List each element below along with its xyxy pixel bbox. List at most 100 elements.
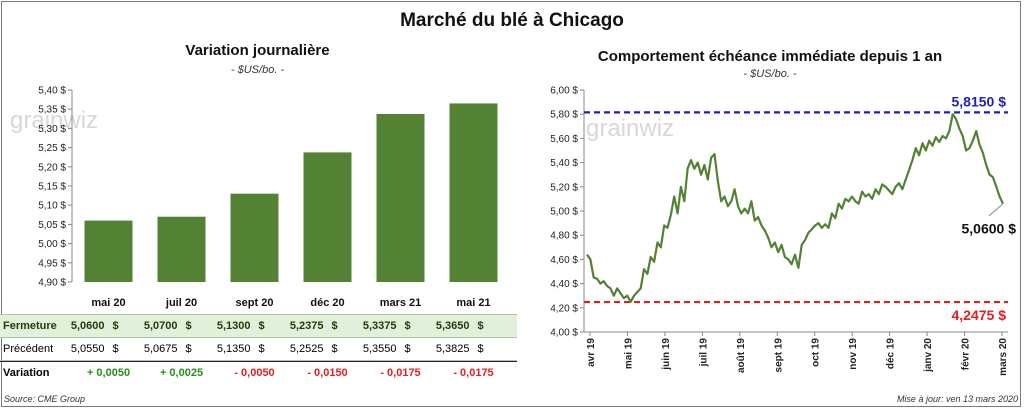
y-tick-label: 4,40 $ [550, 279, 578, 290]
min-label: 4,2475 $ [952, 307, 1007, 323]
left-chart-subtitle: - $US/bo. - [230, 64, 285, 76]
y-tick-label: 6,00 $ [550, 86, 578, 97]
watermark-text: grainwiz [10, 107, 98, 134]
bar [84, 220, 133, 282]
table-currency: $ [404, 320, 411, 332]
table-cell-close: 5,3650 [435, 320, 470, 332]
x-category-label: déc 20 [310, 297, 344, 309]
table-cell-close: 5,0700 [143, 320, 178, 332]
table-row-variation: Variation + 0,0050 + 0,0025 - 0,0050 - 0,01… [0, 361, 517, 384]
x-tick-label: juil 19 [698, 338, 709, 368]
table-row-previous: Précédent $5,0550 $5,0675 $5,1350 $5,2525 $5… [0, 338, 517, 361]
y-tick-label: 5,30 $ [38, 124, 66, 135]
table-cell-prev: 5,1350 [216, 343, 251, 355]
x-category-label: mai 21 [456, 297, 490, 309]
left-chart-title: Variation journalière [185, 42, 330, 59]
table-currency: $ [331, 343, 338, 355]
table-currency: $ [331, 320, 338, 332]
price-series-line [586, 113, 1004, 303]
row-label-previous: Précédent [3, 343, 54, 355]
x-category-label: juil 20 [165, 297, 197, 309]
y-tick-label: 5,20 $ [550, 182, 578, 193]
y-tick-label: 4,60 $ [550, 255, 578, 266]
y-tick-label: 5,20 $ [38, 162, 66, 173]
x-tick-label: déc 19 [886, 338, 897, 370]
x-tick-label: févr 20 [961, 338, 972, 371]
table-currency: $ [404, 343, 411, 355]
table-currency: $ [258, 320, 265, 332]
bar [157, 216, 206, 282]
x-tick-label: janv 20 [923, 338, 934, 373]
table-cell-var: + 0,0025 [159, 367, 204, 379]
y-tick-label: 5,00 $ [550, 207, 578, 218]
x-category-label: mars 21 [380, 297, 422, 309]
y-tick-label: 4,80 $ [550, 231, 578, 242]
table-cell-var: - 0,0050 [234, 367, 275, 379]
x-tick-label: oct 19 [811, 338, 822, 367]
x-tick-label: nov 19 [848, 338, 859, 370]
last-value-leader [988, 203, 1004, 217]
table-currency: $ [112, 320, 119, 332]
table-currency: $ [185, 320, 192, 332]
y-tick-label: 5,60 $ [550, 134, 578, 145]
y-tick-label: 5,40 $ [38, 86, 66, 97]
table-cell-prev: 5,3550 [362, 343, 397, 355]
x-tick-label: sept 19 [773, 338, 784, 373]
y-tick-label: 4,20 $ [550, 303, 578, 314]
x-tick-label: août 19 [736, 338, 747, 373]
bar [449, 103, 498, 282]
table-cell-close: 5,3375 [362, 320, 397, 332]
y-tick-label: 4,90 $ [38, 278, 66, 289]
y-tick-label: 5,35 $ [38, 105, 66, 116]
table-cell-close: 5,0600 [70, 320, 105, 332]
table-cell-var: - 0,0175 [453, 367, 494, 379]
table-cell-var: + 0,0050 [86, 367, 131, 379]
last-value-label: 5,0600 $ [962, 221, 1017, 237]
row-label-close: Fermeture [3, 320, 57, 332]
y-tick-label: 5,15 $ [38, 182, 66, 193]
table-currency: $ [477, 343, 484, 355]
right-chart-title: Comportement échéance immédiate depuis 1… [597, 48, 943, 65]
y-tick-label: 5,80 $ [550, 110, 578, 121]
row-label-variation: Variation [3, 367, 50, 379]
source-note: Source: CME Group [4, 394, 86, 404]
y-tick-label: 4,95 $ [38, 258, 66, 269]
right-chart-subtitle: - $US/bo. - [743, 68, 797, 80]
bar-chart: grainwiz 4,90 $ 4,95 $ 5,00 $ 5,05 $ 5,10 $ 5,… [10, 86, 498, 309]
x-category-label: sept 20 [236, 297, 274, 309]
y-tick-label: 5,40 $ [550, 158, 578, 169]
table-row-close: Fermeture $5,0600 $5,0700 $5,1300 $5,2375 $5… [0, 314, 517, 338]
table-cell-prev: 5,2525 [289, 343, 324, 355]
x-tick-label: avr 19 [586, 338, 597, 367]
table-cell-prev: 5,0675 [143, 343, 178, 355]
table-cell-var: - 0,0175 [380, 367, 421, 379]
table-currency: $ [477, 320, 484, 332]
price-table: Fermeture $5,0600 $5,0700 $5,1300 $5,2375 $5… [0, 314, 517, 384]
table-currency: $ [258, 343, 265, 355]
x-category-label: mai 20 [91, 297, 125, 309]
x-tick-label: mars 20 [998, 338, 1009, 376]
table-cell-close: 5,1300 [216, 320, 251, 332]
y-tick-label: 5,00 $ [38, 239, 66, 250]
update-note: Mise à jour: ven 13 mars 2020 [896, 394, 1018, 404]
table-cell-prev: 5,3825 [435, 343, 470, 355]
bar [376, 114, 425, 282]
table-currency: $ [185, 343, 192, 355]
y-tick-label: 5,10 $ [38, 201, 66, 212]
bar [303, 152, 352, 282]
y-tick-label: 4,00 $ [550, 328, 578, 339]
table-currency: $ [112, 343, 119, 355]
table-cell-close: 5,2375 [289, 320, 324, 332]
bar [230, 193, 279, 282]
watermark-text: grainwiz [586, 115, 674, 142]
x-tick-label: juin 19 [661, 338, 672, 371]
table-cell-prev: 5,0550 [70, 343, 105, 355]
y-tick-label: 5,05 $ [38, 220, 66, 231]
max-label: 5,8150 $ [952, 93, 1007, 109]
table-cell-var: - 0,0150 [307, 367, 348, 379]
x-tick-label: mai 19 [623, 338, 634, 370]
line-chart: grainwiz 4,00 $ 4,20 $ 4,40 $ 4,60 $ 4,80 $ 5,… [550, 86, 1017, 376]
main-title: Marché du blé à Chicago [400, 10, 624, 31]
y-tick-label: 5,25 $ [38, 143, 66, 154]
